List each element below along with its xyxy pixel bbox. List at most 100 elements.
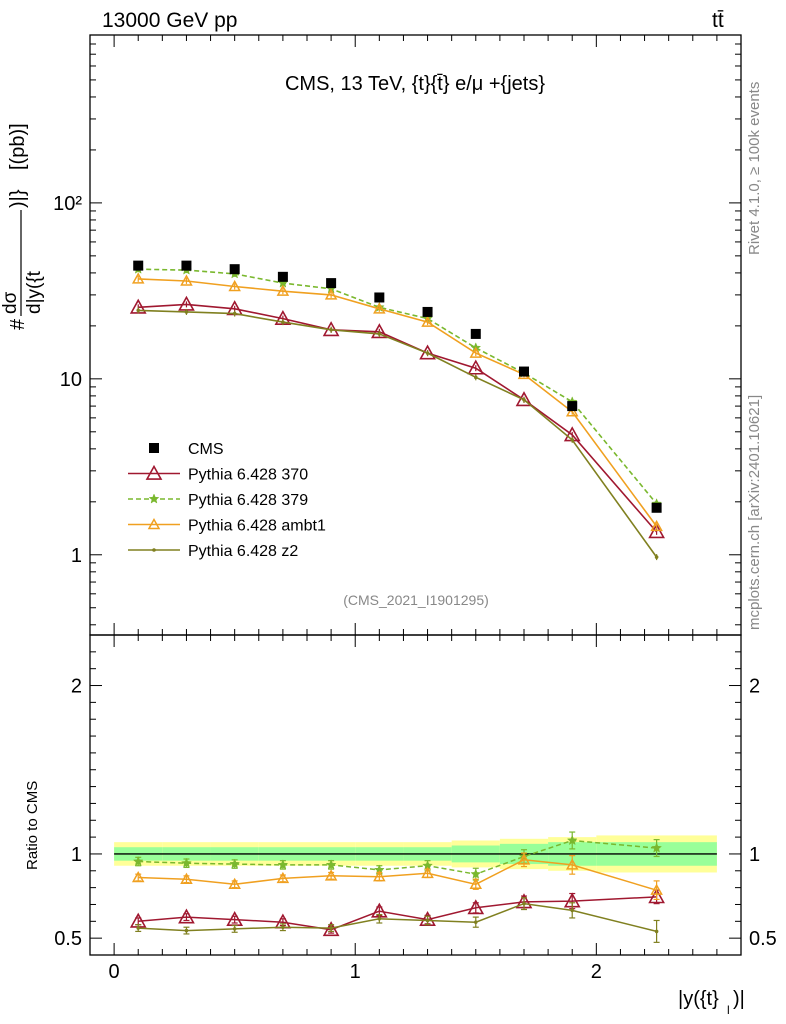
mcplots-source-label: mcplots.cern.ch [arXiv:2401.10621]	[746, 395, 763, 630]
x-axis-label-main: |y({t}	[678, 988, 719, 1010]
ratio-series-1-point	[277, 859, 289, 870]
series-2-point	[650, 519, 663, 532]
header-energy-label: 13000 GeV pp	[102, 9, 237, 32]
ratio-series-2-point	[469, 877, 483, 890]
series-2-point	[180, 274, 193, 286]
data-point	[651, 502, 662, 513]
series-3-point	[570, 438, 575, 442]
series-2-point	[565, 405, 579, 417]
ratio-series-1-point	[229, 858, 241, 869]
legend-label: CMS	[188, 441, 224, 458]
ratio-series-0-point	[467, 899, 485, 915]
data-point	[181, 260, 192, 271]
series-2-point	[324, 288, 338, 300]
legend-marker-data	[149, 443, 159, 453]
series-0-point	[648, 523, 665, 539]
main-panel: 1 10 10²	[53, 34, 742, 636]
ratio-series-3-point	[522, 901, 526, 906]
rivet-version-label: Rivet 4.1.0, ≥ 100k events	[746, 82, 763, 255]
ratio-series-3-point	[654, 929, 659, 934]
ratio-axis-label: Ratio to CMS	[24, 781, 41, 870]
ratio-series-1-point	[566, 834, 578, 846]
legend-marker-1	[148, 493, 160, 504]
series-2-point	[421, 315, 434, 327]
series-2-point	[131, 272, 145, 284]
ratio-series-2-point	[373, 870, 386, 882]
ratio-series-1-point	[470, 868, 482, 879]
ratio-series-3-point	[136, 926, 141, 930]
chart-title: CMS, 13 TeV, {t}{t̄} e/μ +{jets}	[285, 73, 545, 95]
ratio-series-3-line	[138, 902, 657, 933]
series-3-point	[136, 308, 141, 313]
legend-label: Pythia 6.428 379	[188, 492, 308, 509]
series-3-point	[184, 310, 189, 314]
ratio-series-2-point	[180, 872, 193, 884]
series-0-point	[370, 323, 388, 339]
series-0-point	[467, 359, 485, 375]
data-point	[374, 292, 385, 303]
y-tick-label: 10	[60, 369, 82, 391]
y-axis-label: # dσ d|y({t )|} [(pb)]	[0, 123, 45, 330]
data-point	[277, 271, 288, 282]
ratio-series-2-point	[565, 858, 579, 870]
ratio-series-1-point	[325, 859, 337, 870]
data-point	[229, 264, 240, 275]
ratio-series-0-point	[648, 888, 665, 904]
x-axis-label-sub: l	[727, 1003, 730, 1017]
ratio-series-0-point	[322, 921, 340, 937]
x-tick-label: 0	[109, 961, 120, 983]
x-tick-label: 2	[591, 961, 602, 983]
legend: CMS Pythia 6.428 370 Pythia 6.428 379 Pythi…	[128, 441, 326, 560]
ratio-tick-label-right: 0.5	[749, 928, 777, 950]
ratio-series-0-point	[178, 908, 195, 924]
y-axis-label-prefix: #	[7, 318, 29, 330]
series-1-line	[138, 268, 658, 505]
ratio-tick-label: 2	[71, 676, 82, 698]
data-point	[519, 366, 529, 377]
series-2-point	[469, 346, 483, 358]
ratio-series-3-point	[377, 916, 382, 921]
data-point	[133, 260, 144, 271]
series-2-line	[138, 278, 658, 527]
ratio-series-2-point	[228, 877, 241, 890]
y-tick-label: 10²	[53, 193, 82, 215]
y-axis-label-unit: [(pb)]	[7, 123, 29, 170]
ratio-panel: 0 1 2 0.5 0.5 1 1 2 2	[54, 634, 777, 983]
series-3-point	[654, 555, 659, 559]
ratio-series-0-line	[138, 896, 657, 931]
series-3-point	[522, 398, 526, 402]
main-series-layer	[129, 260, 665, 561]
y-axis-label-denominator: d|y({t	[24, 270, 45, 314]
ratio-series-2-point	[131, 870, 145, 883]
series-2-point	[228, 279, 241, 292]
series-3-point	[425, 351, 430, 355]
ratio-series-3-point	[184, 928, 189, 933]
legend-marker-2	[147, 517, 161, 530]
data-point	[470, 328, 481, 339]
y-tick-label: 1	[71, 545, 82, 567]
ratio-series-3-point	[425, 918, 430, 923]
data-point	[422, 306, 433, 317]
series-3-point	[329, 327, 333, 332]
series-3-point	[232, 311, 237, 316]
ratio-frame	[89, 634, 742, 956]
ratio-series-layer	[129, 831, 665, 943]
ratio-series-3-point	[473, 920, 478, 924]
x-axis-label: |y({t} l )|	[678, 988, 745, 1017]
series-3-point	[377, 332, 382, 336]
ratio-series-2-point	[650, 883, 663, 895]
ratio-tick-label-right: 2	[749, 676, 760, 698]
series-2-point	[373, 302, 386, 314]
y-axis-label-numerator: dσ	[0, 291, 21, 314]
analysis-id-label: (CMS_2021_I1901295)	[343, 592, 489, 608]
ratio-series-1-point	[132, 855, 144, 867]
x-tick-label: 1	[350, 961, 361, 983]
legend-label: Pythia 6.428 z2	[188, 543, 298, 560]
ratio-series-3-point	[281, 925, 285, 930]
legend-marker-0	[145, 464, 163, 480]
ratio-tick-label: 0.5	[54, 928, 82, 950]
series-3-point	[473, 375, 478, 380]
legend-marker-3	[152, 548, 156, 552]
data-point	[326, 278, 337, 289]
